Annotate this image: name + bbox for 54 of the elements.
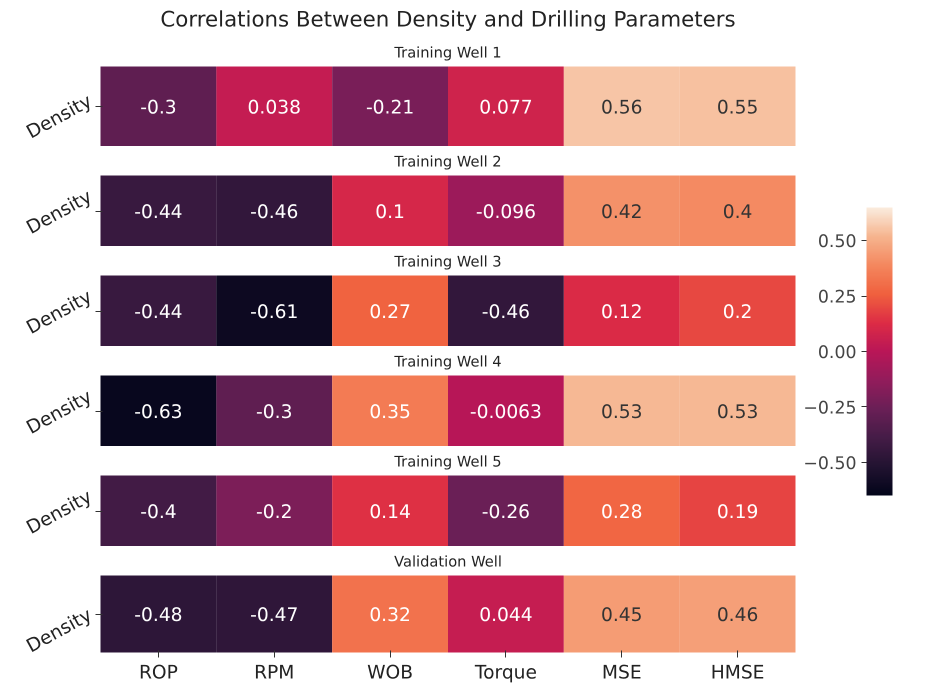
- data-label: 0.45: [600, 605, 643, 626]
- data-label: 0.038: [248, 98, 301, 118]
- data-label: 0.19: [716, 502, 758, 523]
- data-label: -0.63: [134, 402, 183, 423]
- x-tick-label: RPM: [254, 662, 294, 684]
- data-label: -0.2: [256, 502, 292, 523]
- x-tick-label: WOB: [367, 662, 414, 684]
- data-label: 0.27: [369, 302, 411, 323]
- x-tick-label: ROP: [138, 662, 178, 684]
- data-label: 0.14: [369, 502, 411, 523]
- x-tick-label: MSE: [602, 662, 642, 684]
- x-tick-label: HMSE: [710, 662, 764, 684]
- data-label: 0.53: [600, 402, 643, 423]
- data-label: -0.21: [366, 98, 414, 118]
- data-label: -0.48: [134, 605, 183, 626]
- chart-title: Training Well 2: [393, 154, 502, 170]
- data-label: -0.4: [140, 502, 177, 523]
- data-label: -0.46: [482, 302, 530, 323]
- chart-title: Training Well 5: [393, 454, 502, 470]
- data-label: 0.12: [600, 302, 643, 323]
- data-label: -0.096: [476, 202, 536, 223]
- chart-title: Training Well 3: [393, 254, 502, 270]
- data-label: 0.35: [369, 402, 411, 423]
- data-label: 0.1: [375, 202, 405, 223]
- data-label: -0.3: [256, 402, 292, 423]
- chart-title: Correlations Between Density and Drilling Parameters: [160, 8, 736, 32]
- data-label: -0.44: [134, 302, 183, 323]
- x-tick-label: Torque: [474, 662, 537, 684]
- data-label: 0.4: [722, 202, 752, 223]
- data-label: 0.28: [600, 502, 643, 523]
- chart-title: Validation Well: [394, 554, 502, 570]
- data-label: 0.2: [722, 302, 752, 323]
- data-label: 0.56: [600, 98, 643, 118]
- data-label: -0.3: [140, 98, 177, 118]
- data-label: 0.32: [369, 605, 411, 626]
- data-label: 0.55: [716, 98, 758, 118]
- data-label: -0.26: [482, 502, 530, 523]
- chart-subtitle: Training Well 1: [393, 44, 502, 62]
- color-bar-label: −0.25: [803, 398, 857, 418]
- data-label: 0.46: [716, 605, 758, 626]
- color-bar-label: 0.25: [818, 288, 857, 308]
- data-label: 0.077: [479, 98, 533, 118]
- chart-title: Training Well 4: [393, 354, 502, 370]
- data-label: -0.46: [250, 202, 298, 223]
- color-bar-label: −0.50: [803, 454, 857, 474]
- data-label: -0.0063: [470, 402, 542, 423]
- color-bar-label: 0.00: [818, 343, 857, 363]
- data-label: 0.044: [479, 605, 533, 626]
- color-bar-label: 0.50: [818, 232, 857, 252]
- data-label: 0.53: [716, 402, 758, 423]
- data-label: -0.61: [250, 302, 298, 323]
- data-label: -0.44: [134, 202, 183, 223]
- data-label: -0.47: [250, 605, 298, 626]
- data-label: 0.42: [600, 202, 643, 223]
